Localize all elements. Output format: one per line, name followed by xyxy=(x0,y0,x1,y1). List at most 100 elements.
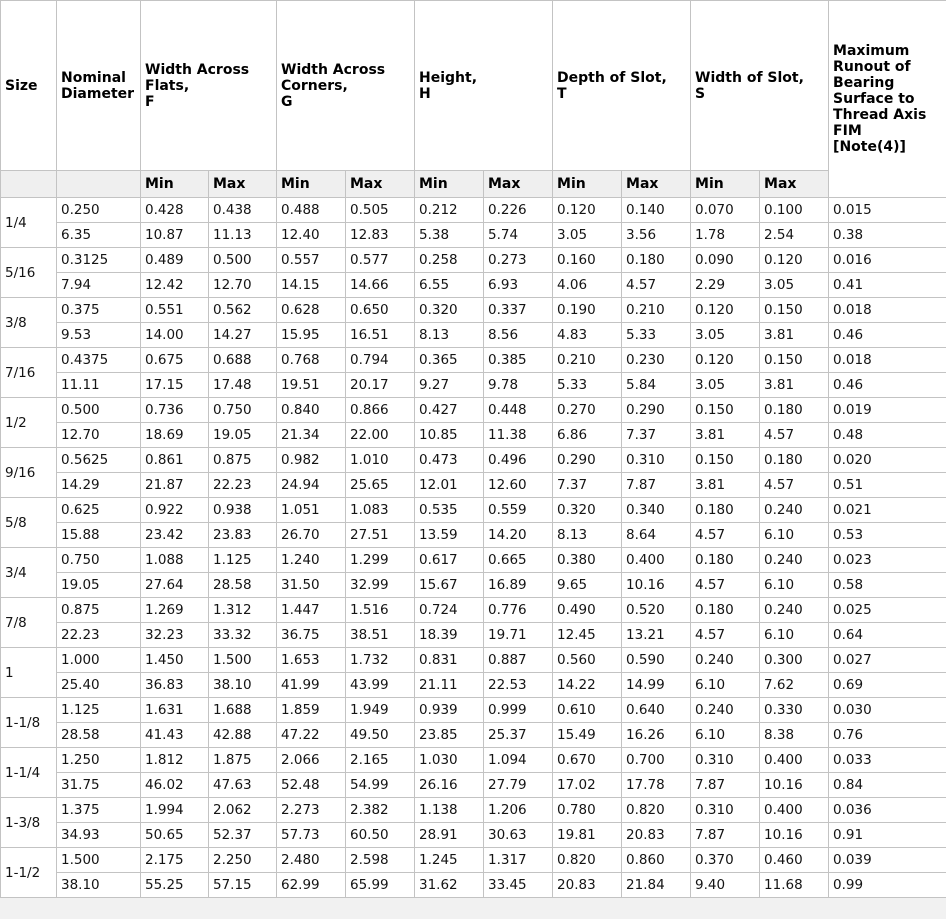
table-cell: 10.85 xyxy=(414,422,484,448)
table-cell: 1.875 xyxy=(208,747,277,773)
table-cell: 1.125 xyxy=(56,697,141,723)
table-cell: 25.40 xyxy=(56,672,141,698)
table-cell: 4.83 xyxy=(552,322,623,348)
table-cell: 0.226 xyxy=(482,197,554,223)
table-cell: 0.036 xyxy=(828,797,946,823)
table-cell: 0.460 xyxy=(759,847,830,873)
table-cell: 33.45 xyxy=(482,872,554,898)
table-cell: 2.250 xyxy=(208,847,277,873)
table-cell: 21.87 xyxy=(140,472,209,498)
table-cell: 9.53 xyxy=(56,322,141,348)
table-cell: 65.99 xyxy=(345,872,415,898)
table-cell: 15.67 xyxy=(414,572,484,598)
table-cell: 15.49 xyxy=(552,722,623,748)
table-cell: 17.02 xyxy=(552,772,623,798)
table-cell: 38.51 xyxy=(345,622,415,648)
table-cell: 1.030 xyxy=(414,747,484,773)
size-cell: 1 xyxy=(0,647,57,698)
table-cell: 1.269 xyxy=(140,597,209,623)
table-cell: 0.180 xyxy=(690,497,761,523)
table-cell: 23.85 xyxy=(414,722,484,748)
table-cell: 7.62 xyxy=(759,672,830,698)
header-row-min-max: Min Max Min Max Min Max Min Max Min Max xyxy=(0,170,946,198)
table-cell: 6.10 xyxy=(759,522,830,548)
table-row-inch: 5/16 0.3125 0.489 0.500 0.557 0.577 0.258 0.273… xyxy=(0,247,946,298)
table-cell: 4.57 xyxy=(621,272,692,298)
table-cell: 57.73 xyxy=(276,822,346,848)
table-cell: 0.875 xyxy=(208,447,277,473)
table-cell: 4.57 xyxy=(759,422,830,448)
table-cell: 0.670 xyxy=(552,747,623,773)
table-cell: 1.78 xyxy=(690,222,761,248)
table-cell: 1.859 xyxy=(276,697,346,723)
table-cell: 57.15 xyxy=(208,872,277,898)
table-cell: 12.70 xyxy=(56,422,141,448)
table-cell: 1.732 xyxy=(345,647,415,673)
table-cell: 3.81 xyxy=(690,422,761,448)
table-cell: 0.210 xyxy=(552,347,623,373)
table-cell: 0.922 xyxy=(140,497,209,523)
table-row-inch: 1/2 0.500 0.736 0.750 0.840 0.866 0.427 0.448 0.… xyxy=(0,397,946,448)
table-cell: 31.75 xyxy=(56,772,141,798)
table-cell: 32.23 xyxy=(140,622,209,648)
table-cell: 0.99 xyxy=(828,872,946,898)
subheader-min: Min xyxy=(552,170,623,198)
table-cell: 4.57 xyxy=(690,522,761,548)
table-cell: 16.26 xyxy=(621,722,692,748)
table-cell: 0.070 xyxy=(690,197,761,223)
table-cell: 0.385 xyxy=(482,347,554,373)
table-cell: 0.180 xyxy=(690,547,761,573)
table-cell: 0.180 xyxy=(621,247,692,273)
table-cell: 9.78 xyxy=(482,372,554,398)
table-cell: 22.00 xyxy=(345,422,415,448)
table-cell: 6.93 xyxy=(482,272,554,298)
table-cell: 19.05 xyxy=(208,422,277,448)
table-cell: 0.100 xyxy=(759,197,830,223)
table-cell: 4.57 xyxy=(690,572,761,598)
table-cell: 0.488 xyxy=(276,197,346,223)
table-cell: 0.473 xyxy=(414,447,484,473)
table-cell: 0.120 xyxy=(759,247,830,273)
table-cell: 0.489 xyxy=(140,247,209,273)
table-cell: 0.180 xyxy=(759,397,830,423)
table-cell: 0.76 xyxy=(828,722,946,748)
table-cell: 0.025 xyxy=(828,597,946,623)
table-cell: 0.160 xyxy=(552,247,623,273)
table-cell: 0.140 xyxy=(621,197,692,223)
table-cell: 2.175 xyxy=(140,847,209,873)
table-cell: 12.01 xyxy=(414,472,484,498)
table-row-metric: 11.11 17.15 17.48 19.51 20.17 9.27 9.78 5.33 5.8… xyxy=(1,372,946,398)
table-row-metric: 14.29 21.87 22.23 24.94 25.65 12.01 12.60 7.37 7… xyxy=(1,472,946,498)
table-row-inch: 7/8 0.875 1.269 1.312 1.447 1.516 0.724 0.776 0.… xyxy=(0,597,946,648)
table-cell: 3.56 xyxy=(621,222,692,248)
table-cell: 34.93 xyxy=(56,822,141,848)
table-cell: 14.15 xyxy=(276,272,346,298)
table-cell: 54.99 xyxy=(345,772,415,798)
table-cell: 38.10 xyxy=(208,672,277,698)
table-cell: 31.50 xyxy=(276,572,346,598)
table-row-metric: 12.70 18.69 19.05 21.34 22.00 10.85 11.38 6.86 7… xyxy=(1,422,946,448)
table-cell: 3.05 xyxy=(759,272,830,298)
table-cell: 0.860 xyxy=(621,847,692,873)
table-cell: 15.95 xyxy=(276,322,346,348)
table-cell: 0.51 xyxy=(828,472,946,498)
table-cell: 1.500 xyxy=(208,647,277,673)
table-cell: 1.949 xyxy=(345,697,415,723)
table-cell: 33.32 xyxy=(208,622,277,648)
table-header: Size Nominal Diameter Width Across Flats… xyxy=(0,0,946,198)
table-cell: 28.91 xyxy=(414,822,484,848)
table-cell: 30.63 xyxy=(482,822,554,848)
table-cell: 42.88 xyxy=(208,722,277,748)
table-cell: 0.428 xyxy=(140,197,209,223)
table-cell: 0.018 xyxy=(828,297,946,323)
table-cell: 0.887 xyxy=(482,647,554,673)
table-cell: 0.46 xyxy=(828,322,946,348)
table-cell: 1.088 xyxy=(140,547,209,573)
table-cell: 3.05 xyxy=(690,372,761,398)
table-cell: 0.120 xyxy=(690,347,761,373)
table-cell: 21.84 xyxy=(621,872,692,898)
table-cell: 20.17 xyxy=(345,372,415,398)
table-cell: 0.120 xyxy=(690,297,761,323)
subheader-empty-size xyxy=(0,170,57,198)
table-row-metric: 7.94 12.42 12.70 14.15 14.66 6.55 6.93 4.06 4.57… xyxy=(1,272,946,298)
